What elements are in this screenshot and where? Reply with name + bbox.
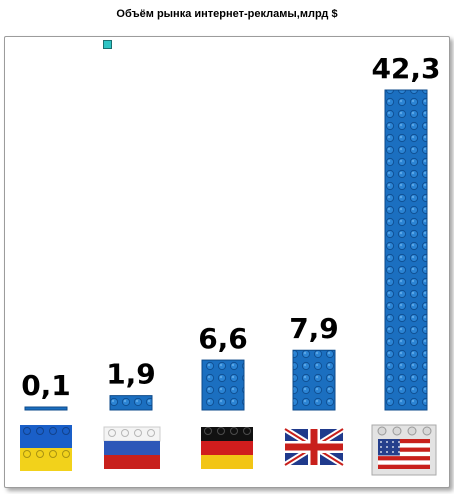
data-label-5: 42,3 <box>371 52 440 85</box>
data-label-2: 1,9 <box>106 358 156 391</box>
data-label-1: 0,1 <box>21 369 71 402</box>
bar-4 <box>292 349 336 411</box>
uk-flag-icon <box>283 426 345 468</box>
data-label-3: 6,6 <box>198 322 248 355</box>
chart-title: Объём рынка интернет-рекламы,млрд $ <box>116 8 338 20</box>
usa-flag-icon <box>371 424 437 476</box>
chart-frame <box>4 36 450 488</box>
russia-flag-icon <box>103 426 161 469</box>
ukraine-flag-icon <box>20 425 72 471</box>
data-label-4: 7,9 <box>289 312 339 345</box>
selection-handle[interactable] <box>103 40 112 49</box>
bar-1 <box>24 406 68 411</box>
bar-2 <box>109 395 153 411</box>
bar-5 <box>384 89 428 411</box>
bar-3 <box>201 359 245 411</box>
germany-flag-icon <box>201 427 253 469</box>
